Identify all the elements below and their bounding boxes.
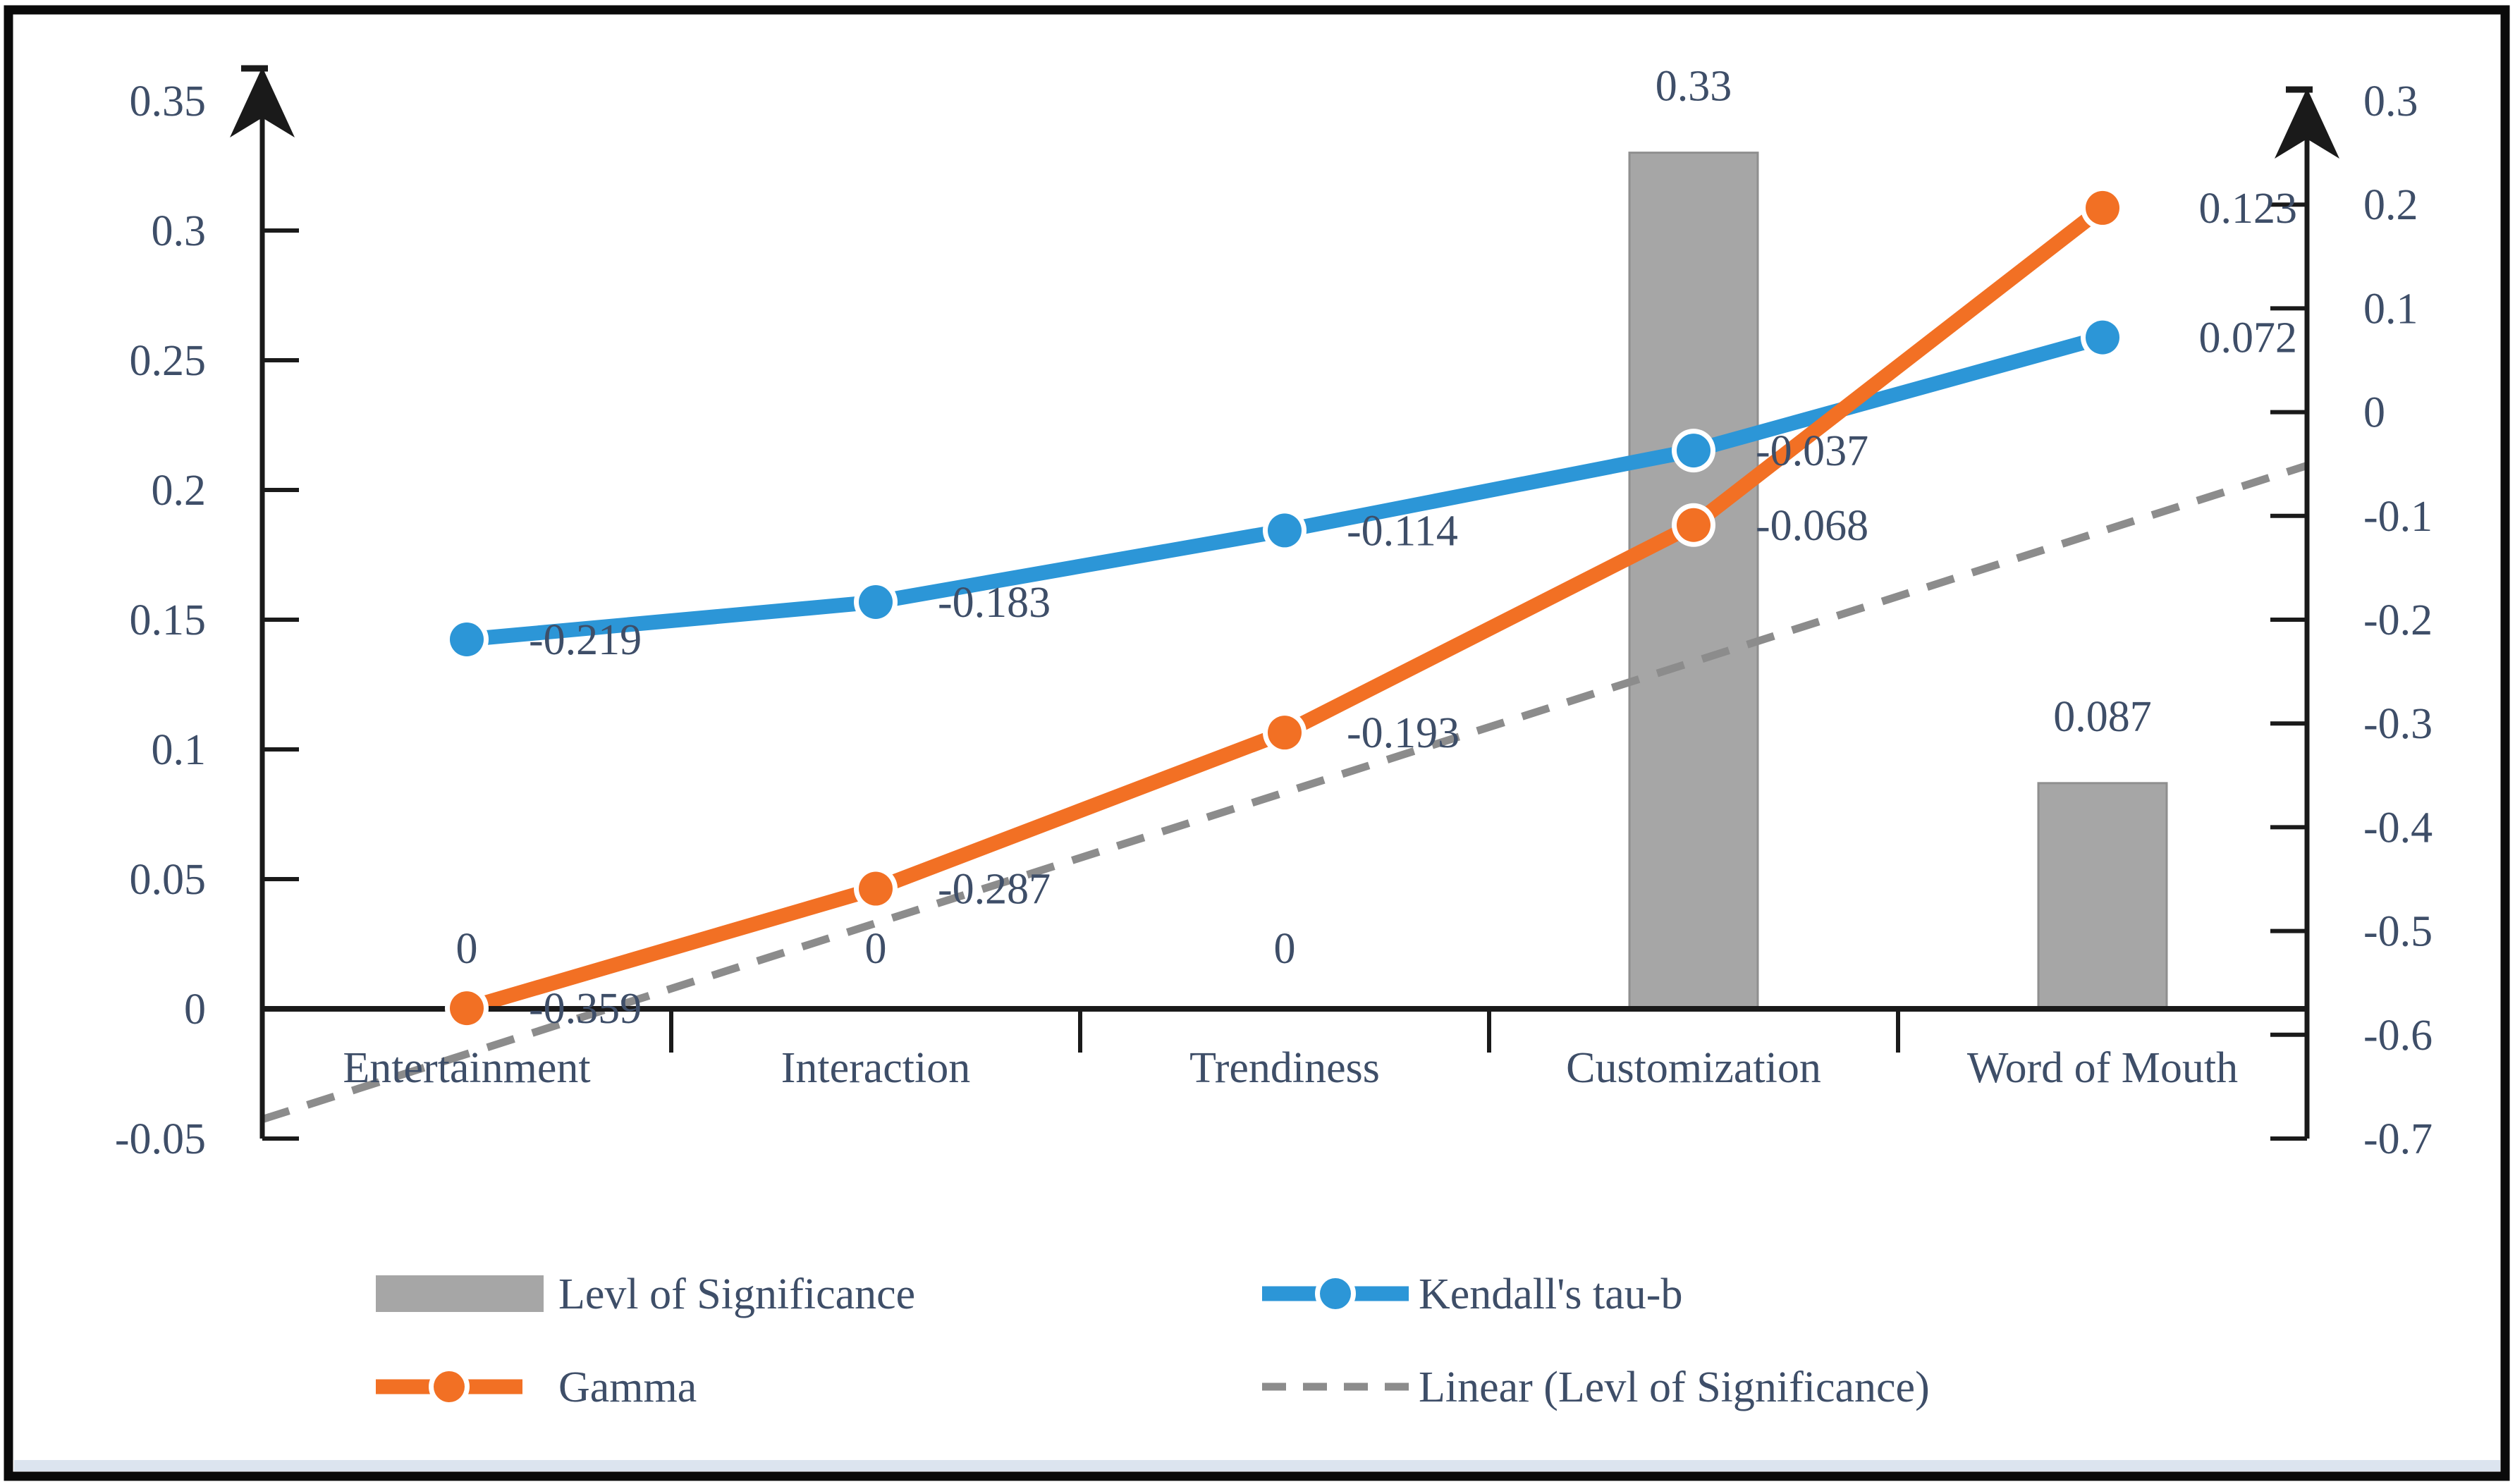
legend-label-kendall-s-tau-b: Kendall's tau-b: [1419, 1270, 1682, 1318]
kendall-marker-trendiness: [1268, 513, 1302, 548]
kendall-marker-word-of-mouth: [2086, 320, 2119, 355]
bar-label-interaction: 0: [865, 925, 887, 973]
left-axis-label-0: 0: [184, 986, 206, 1034]
right-axis-label--0.2: -0.2: [2363, 596, 2433, 644]
kendall-label-word-of-mouth: 0.072: [2199, 314, 2298, 362]
bottom-strip: [14, 1460, 2500, 1471]
kendall-label-customization: -0.037: [1756, 427, 1868, 475]
legend-bar-swatch-icon: [376, 1275, 544, 1312]
frame-border: [4, 5, 2510, 1481]
right-axis-label-0.1: 0.1: [2363, 285, 2418, 333]
bar-word-of-mouth: [2037, 782, 2168, 1010]
gamma-label-customization: -0.068: [1756, 502, 1868, 550]
right-axis-label--0.6: -0.6: [2363, 1012, 2433, 1060]
gamma-label-word-of-mouth: 0.123: [2199, 185, 2298, 233]
legend-dot-icon: [434, 1371, 465, 1402]
legend-item-levl-of-significance: Levl of Significance: [376, 1270, 915, 1318]
gamma-marker-customization: [1677, 508, 1711, 542]
legend-dot-icon: [1320, 1278, 1351, 1309]
bar-label-entertainment: 0: [456, 925, 478, 973]
gamma-marker-word-of-mouth: [2086, 190, 2119, 225]
right-axis-arrow-icon: [2275, 88, 2339, 159]
left-axis-label-0.15: 0.15: [130, 596, 207, 644]
gamma-label-trendiness: -0.193: [1347, 709, 1460, 757]
gamma-marker-trendiness: [1268, 716, 1302, 750]
bar-label-word-of-mouth: 0.087: [2053, 693, 2152, 741]
left-axis-label-0.05: 0.05: [130, 856, 207, 904]
right-axis-label-0.3: 0.3: [2363, 78, 2418, 125]
legend-label-levl-of-significance: Levl of Significance: [558, 1270, 915, 1318]
kendall-marker-entertainment: [450, 622, 484, 656]
axis-labels: 0.35 0.3 0.25 0.2 0.15 0.1 0.05 0 -0.05 0.3 0.2 0.1…: [115, 78, 2433, 1163]
series-levl-of-significance: [1628, 152, 2168, 1010]
left-axis-label-0.1: 0.1: [152, 726, 207, 774]
gamma-marker-interaction: [859, 871, 893, 906]
category-label-word-of-mouth: Word of Mouth: [1967, 1044, 2238, 1092]
category-label-customization: Customization: [1566, 1044, 1821, 1092]
gamma-marker-entertainment: [450, 991, 484, 1026]
left-axis-label-0.2: 0.2: [152, 467, 207, 515]
right-axis-label-0: 0: [2363, 389, 2385, 437]
legend-item-gamma: Gamma: [376, 1363, 697, 1411]
legend-item-kendall-s-tau-b: Kendall's tau-b: [1262, 1270, 1682, 1318]
kendall-label-trendiness: -0.114: [1347, 507, 1458, 555]
gamma-label-entertainment: -0.359: [529, 985, 642, 1033]
left-axis-arrow-icon: [230, 67, 295, 137]
left-axis-label-0.25: 0.25: [130, 337, 207, 385]
category-label-interaction: Interaction: [781, 1044, 971, 1092]
kendall-marker-interaction: [859, 584, 893, 619]
right-axis-label--0.1: -0.1: [2363, 493, 2433, 541]
bar-label-trendiness: 0: [1274, 925, 1296, 973]
left-axis-label--0.05: -0.05: [115, 1115, 206, 1163]
right-axis-label--0.5: -0.5: [2363, 908, 2433, 956]
legend-label-linear-levl-of-significance: Linear (Levl of Significance): [1419, 1363, 1930, 1411]
right-axis-label--0.3: -0.3: [2363, 700, 2433, 748]
kendall-label-interaction: -0.183: [938, 579, 1051, 627]
bar-customization: [1628, 152, 1759, 1010]
legend: Levl of Significance Kendall's tau-b Gamma…: [376, 1270, 1930, 1411]
right-axis-label--0.4: -0.4: [2363, 804, 2433, 852]
left-axis-label-0.3: 0.3: [152, 207, 207, 255]
kendall-label-entertainment: -0.219: [529, 616, 642, 664]
right-axis-label--0.7: -0.7: [2363, 1115, 2433, 1163]
category-label-entertainment: Entertainment: [343, 1044, 590, 1092]
legend-label-gamma: Gamma: [558, 1363, 697, 1411]
legend-item-linear-levl-of-significance: Linear (Levl of Significance): [1262, 1363, 1930, 1411]
bar-label-customization: 0.33: [1656, 63, 1732, 111]
right-axis-label-0.2: 0.2: [2363, 181, 2418, 229]
axes: [230, 65, 2339, 1141]
gamma-label-interaction: -0.287: [938, 866, 1051, 914]
left-axis-label-0.35: 0.35: [130, 78, 207, 125]
kendall-marker-customization: [1677, 434, 1711, 468]
data-labels: 0 0 0 0.33 0.087 -0.219 -0.183 -0.114 -0.037 0.07…: [456, 63, 2298, 1034]
category-label-trendiness: Trendiness: [1189, 1044, 1380, 1092]
